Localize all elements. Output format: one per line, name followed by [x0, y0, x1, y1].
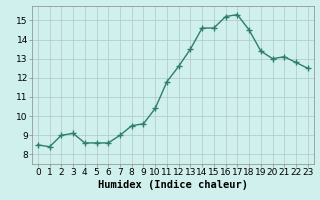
X-axis label: Humidex (Indice chaleur): Humidex (Indice chaleur): [98, 180, 248, 190]
